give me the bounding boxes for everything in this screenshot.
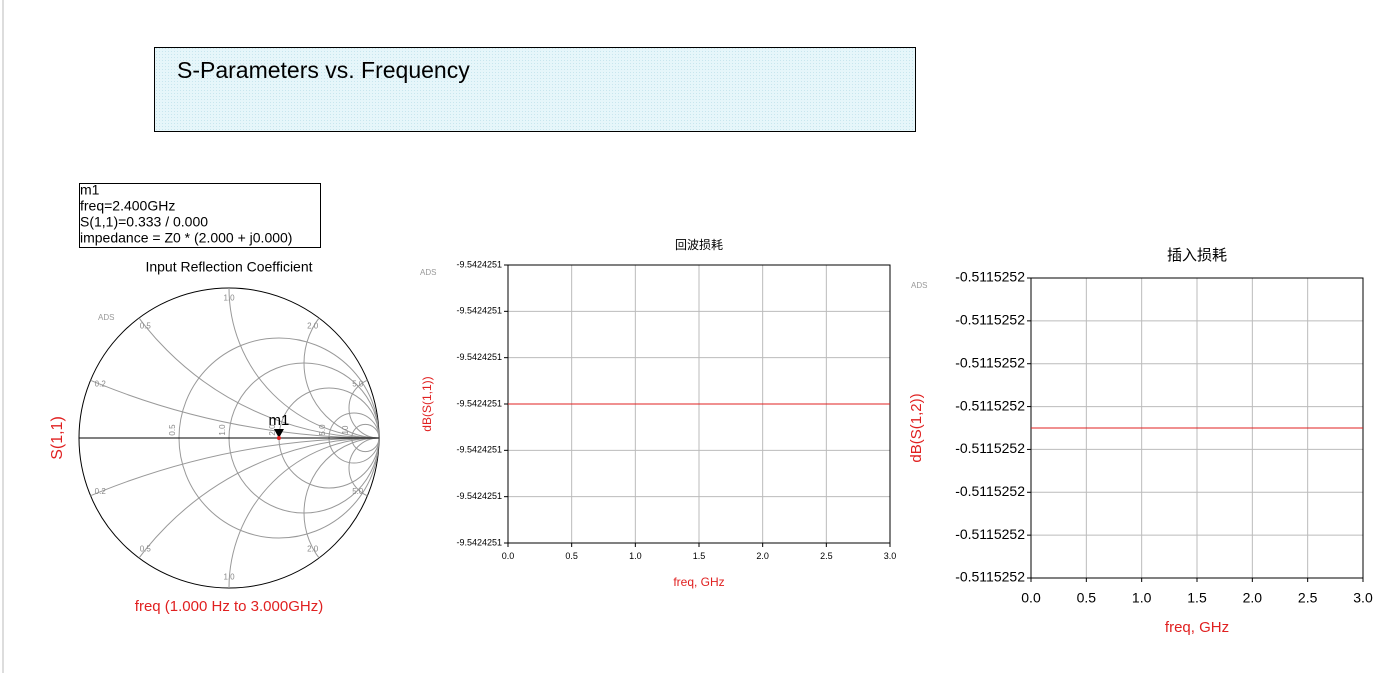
reactance-label: 0.2	[95, 487, 107, 496]
reactance-label: 5.0	[352, 487, 364, 496]
x-tick-label: 2.5	[1298, 590, 1318, 606]
x-tick-label: 2.0	[756, 551, 769, 561]
x-tick-label: 2.5	[820, 551, 833, 561]
trace-point	[276, 436, 281, 440]
marker-name: m1	[269, 412, 290, 429]
y-axis-label: S(1,1)	[49, 416, 66, 460]
marker-readout: S(1,1)=0.333 / 0.000	[80, 214, 208, 230]
reactance-arc	[348, 437, 379, 499]
reactance-label: 0.2	[95, 379, 107, 388]
watermark: ADS	[98, 313, 114, 322]
x-tick-label: 0.5	[1077, 590, 1097, 606]
resistance-label: 2.0	[268, 424, 277, 436]
y-tick-label: -0.5115252	[955, 354, 1025, 370]
x-tick-label: 1.5	[1187, 590, 1207, 606]
reactance-label: 1.0	[223, 573, 235, 582]
page-title: S-Parameters vs. Frequency	[177, 57, 470, 83]
resistance-label: 0.5	[168, 424, 177, 436]
y-tick-label: -0.5115252	[955, 569, 1025, 585]
y-tick-label: -0.5115252	[955, 483, 1025, 499]
y-tick-label: -9.5424251	[456, 259, 502, 269]
reactance-arc	[348, 377, 379, 439]
chart-title: 插入损耗	[1167, 247, 1227, 264]
y-tick-label: -0.5115252	[955, 397, 1025, 413]
y-tick-label: -9.5424251	[456, 352, 502, 362]
reactance-label: 1.0	[223, 294, 235, 303]
y-tick-label: -9.5424251	[456, 398, 502, 408]
y-tick-label: -9.5424251	[456, 306, 502, 316]
x-tick-label: 3.0	[1353, 590, 1373, 606]
marker-box-name: m1	[80, 182, 100, 198]
marker-point	[273, 429, 284, 438]
reactance-label: 0.5	[140, 322, 152, 331]
y-tick-label: -9.5424251	[456, 537, 502, 547]
watermark: ADS	[911, 281, 927, 290]
reactance-arc	[303, 288, 379, 439]
y-tick-label: -9.5424251	[456, 491, 502, 501]
marker-readout: impedance = Z0 * (2.000 + j0.000)	[80, 230, 292, 246]
watermark: ADS	[420, 268, 436, 277]
x-tick-label: 3.0	[884, 551, 897, 561]
reactance-label: 2.0	[307, 322, 319, 331]
x-tick-label: 1.0	[629, 551, 642, 561]
reactance-arc	[228, 437, 379, 588]
reactance-label: 0.5	[140, 545, 152, 554]
resistance-label: 1.0	[218, 424, 227, 436]
x-axis-label: freq, GHz	[673, 575, 724, 589]
x-axis-label: freq (1.000 Hz to 3.000GHz)	[135, 598, 323, 615]
chart-title: Input Reflection Coefficient	[145, 259, 312, 275]
x-tick-label: 0.0	[1021, 590, 1041, 606]
x-tick-label: 0.0	[502, 551, 515, 561]
resistance-label: 10	[341, 425, 350, 434]
resistance-label: 5.0	[318, 424, 327, 436]
reactance-label: 5.0	[352, 379, 364, 388]
reactance-label: 2.0	[307, 545, 319, 554]
x-tick-label: 2.0	[1243, 590, 1263, 606]
title-box	[154, 47, 916, 132]
x-tick-label: 0.5	[565, 551, 578, 561]
y-tick-label: -9.5424251	[456, 445, 502, 455]
y-tick-label: -0.5115252	[955, 440, 1025, 456]
reactance-arc	[303, 437, 379, 588]
y-axis-label: dB(S(1,1))	[420, 376, 434, 431]
y-axis-label: dB(S(1,2))	[908, 393, 925, 462]
marker-box	[79, 183, 321, 248]
x-tick-label: 1.0	[1132, 590, 1152, 606]
y-tick-label: -0.5115252	[955, 269, 1025, 285]
x-axis-label: freq, GHz	[1165, 619, 1229, 636]
marker-readout: freq=2.400GHz	[80, 198, 175, 214]
chart-title: 回波损耗	[675, 238, 723, 252]
y-tick-label: -0.5115252	[955, 312, 1025, 328]
x-tick-label: 1.5	[693, 551, 706, 561]
y-tick-label: -0.5115252	[955, 526, 1025, 542]
